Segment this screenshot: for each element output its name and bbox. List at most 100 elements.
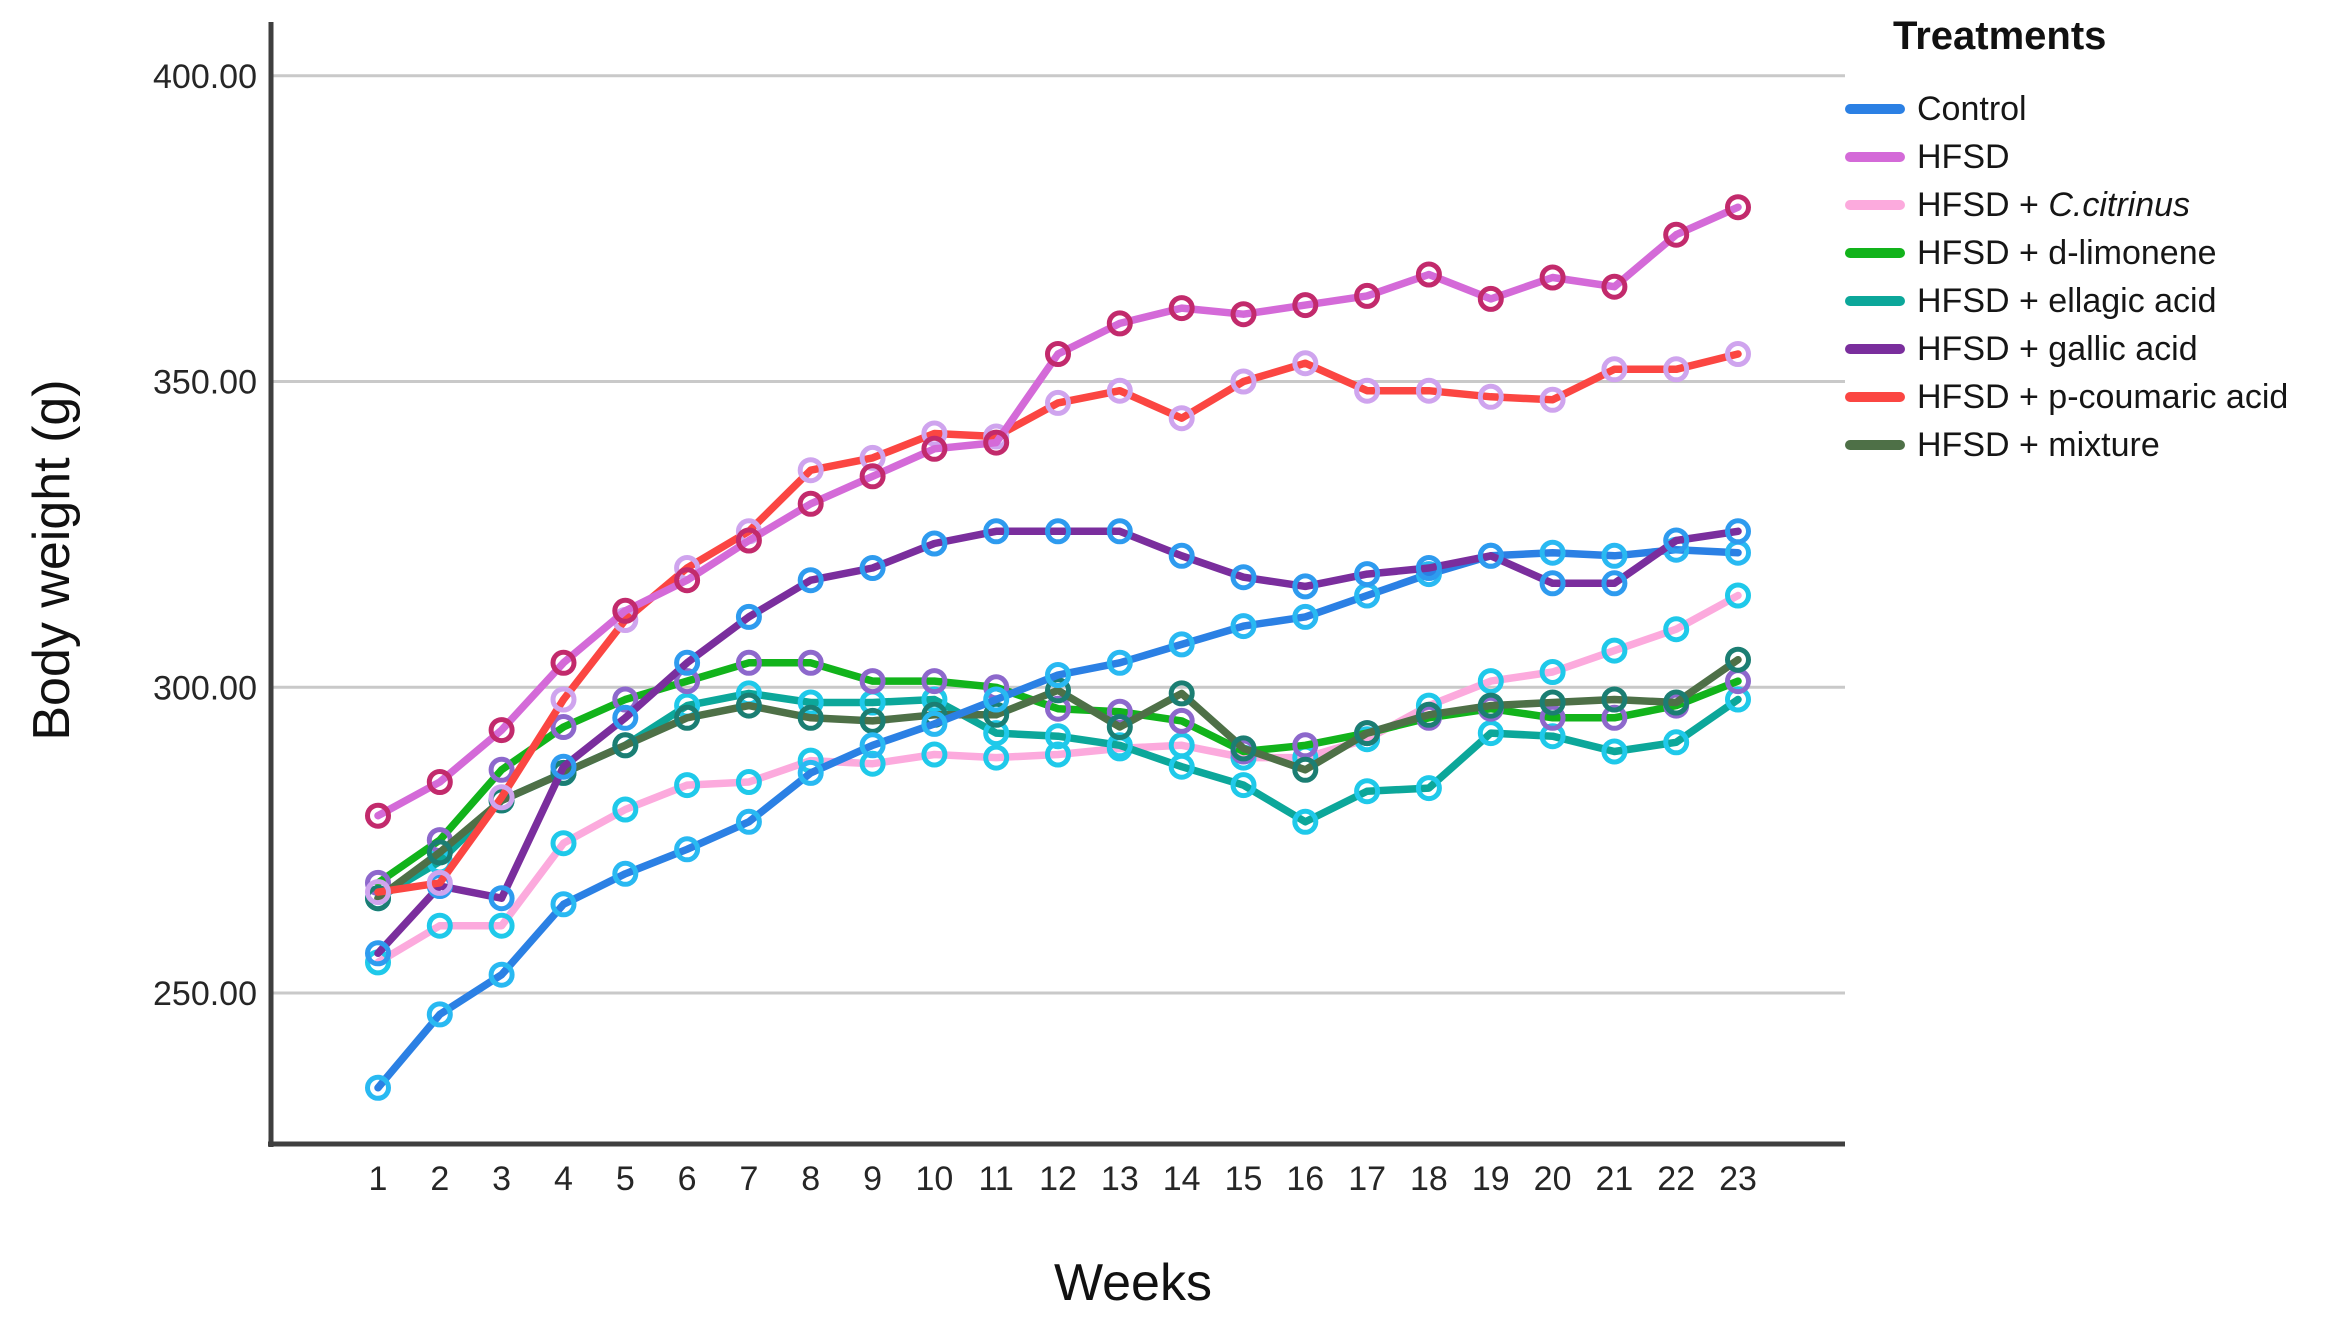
- series-marker-6: [1477, 542, 1504, 569]
- series-marker-7: [1415, 377, 1442, 404]
- x-tick-label: 18: [1410, 1160, 1448, 1198]
- series-marker-8: [1106, 714, 1133, 740]
- legend-items: Control HFSD HFSD + C.citrinus HFSD + d-lim…: [1845, 85, 2325, 469]
- series-marker-4: [1601, 704, 1628, 731]
- series-marker-8: [426, 839, 453, 866]
- series-marker-8: [859, 707, 886, 734]
- series-marker-7: [1292, 350, 1319, 377]
- series-marker-2: [550, 649, 577, 676]
- legend-swatch: [1845, 152, 1905, 162]
- series-marker-6: [921, 530, 948, 557]
- series-marker-1: [1539, 539, 1566, 566]
- series-marker-5: [1292, 808, 1319, 835]
- series-marker-2: [735, 527, 762, 554]
- series-marker-2: [1354, 282, 1381, 309]
- series-marker-5: [1539, 723, 1566, 750]
- series-marker-7: [859, 444, 886, 471]
- series-marker-7: [488, 784, 515, 811]
- x-tick-label: 6: [678, 1160, 697, 1198]
- series-marker-2: [1168, 295, 1195, 322]
- series-marker-1: [797, 759, 824, 786]
- series-marker-1: [550, 891, 577, 918]
- series-marker-8: [1354, 720, 1381, 747]
- series-marker-5: [1601, 738, 1628, 765]
- series-marker-3: [426, 912, 453, 939]
- series-marker-7: [1477, 383, 1504, 410]
- series-marker-2: [1292, 292, 1319, 319]
- series-marker-2: [365, 802, 391, 829]
- legend-item-label: HFSD + p-coumaric acid: [1917, 378, 2289, 416]
- series-marker-7: [550, 686, 577, 713]
- x-tick-label: 2: [430, 1160, 449, 1198]
- series-marker-6: [1354, 561, 1381, 588]
- series-marker-1: [674, 836, 701, 863]
- series-marker-8: [674, 704, 701, 731]
- series-marker-6: [1106, 518, 1133, 545]
- series-marker-4: [674, 668, 701, 695]
- legend-swatch: [1845, 248, 1905, 258]
- series-marker-5: [921, 686, 948, 713]
- x-tick-label: 9: [863, 1160, 882, 1198]
- series-marker-6: [1725, 518, 1751, 545]
- series-marker-1: [859, 732, 886, 759]
- series-marker-3: [983, 744, 1010, 771]
- series-line-6: [374, 527, 1742, 958]
- series-marker-3: [612, 796, 639, 823]
- series-marker-6: [797, 567, 824, 594]
- series-marker-1: [735, 808, 762, 835]
- series-marker-4: [1045, 695, 1071, 722]
- legend-item-label: HFSD + d-limonene: [1917, 234, 2217, 272]
- legend-item: HFSD + mixture: [1845, 421, 2325, 469]
- series-marker-1: [1168, 631, 1195, 658]
- series-marker-3: [1601, 637, 1628, 664]
- series-marker-6: [735, 603, 762, 630]
- series-marker-7: [1725, 341, 1751, 367]
- series-marker-7: [1045, 389, 1071, 416]
- series-marker-8: [735, 692, 762, 719]
- legend-item: HFSD + gallic acid: [1845, 325, 2325, 373]
- series-marker-2: [1415, 261, 1442, 288]
- series-marker-3: [1663, 616, 1690, 643]
- x-tick-label: 12: [1039, 1160, 1077, 1198]
- x-tick-label: 1: [369, 1160, 388, 1198]
- legend-swatch: [1845, 200, 1905, 210]
- y-tick-label: 300.00: [153, 669, 257, 707]
- series-marker-4: [612, 686, 639, 713]
- series-line-1: [374, 545, 1742, 1092]
- series-marker-4: [921, 668, 948, 695]
- series-marker-6: [674, 649, 701, 676]
- legend-swatch: [1845, 392, 1905, 402]
- series-marker-8: [1663, 689, 1690, 716]
- series-marker-2: [983, 429, 1010, 456]
- series-marker-3: [1539, 659, 1566, 685]
- series-marker-5: [1415, 775, 1442, 802]
- series-marker-5: [1663, 729, 1690, 756]
- legend-item-label: HFSD + gallic acid: [1917, 330, 2198, 368]
- series-marker-8: [1415, 701, 1442, 728]
- series-marker-4: [1292, 732, 1319, 759]
- x-tick-label: 17: [1348, 1160, 1386, 1198]
- series-marker-1: [365, 1074, 391, 1101]
- series-marker-1: [426, 1001, 453, 1028]
- x-tick-label: 11: [979, 1160, 1014, 1198]
- series-marker-7: [921, 420, 948, 447]
- y-tick-label: 350.00: [153, 364, 257, 402]
- legend-swatch: [1845, 440, 1905, 450]
- x-tick-label: 21: [1595, 1160, 1633, 1198]
- series-marker-7: [426, 869, 453, 896]
- series-marker-6: [1045, 518, 1071, 545]
- legend-item-label: HFSD + C.citrinus: [1917, 186, 2191, 224]
- x-tick-label: 23: [1719, 1160, 1757, 1198]
- series-marker-4: [797, 649, 824, 676]
- x-tick-label: 10: [915, 1160, 953, 1198]
- series-marker-1: [921, 710, 948, 737]
- series-marker-3: [488, 912, 515, 939]
- series-marker-2: [1539, 264, 1566, 291]
- series-marker-4: [859, 668, 886, 695]
- y-tick-label: 400.00: [153, 58, 257, 96]
- series-marker-3: [735, 769, 762, 795]
- x-tick-label: 4: [554, 1160, 573, 1198]
- series-marker-7: [1354, 377, 1381, 404]
